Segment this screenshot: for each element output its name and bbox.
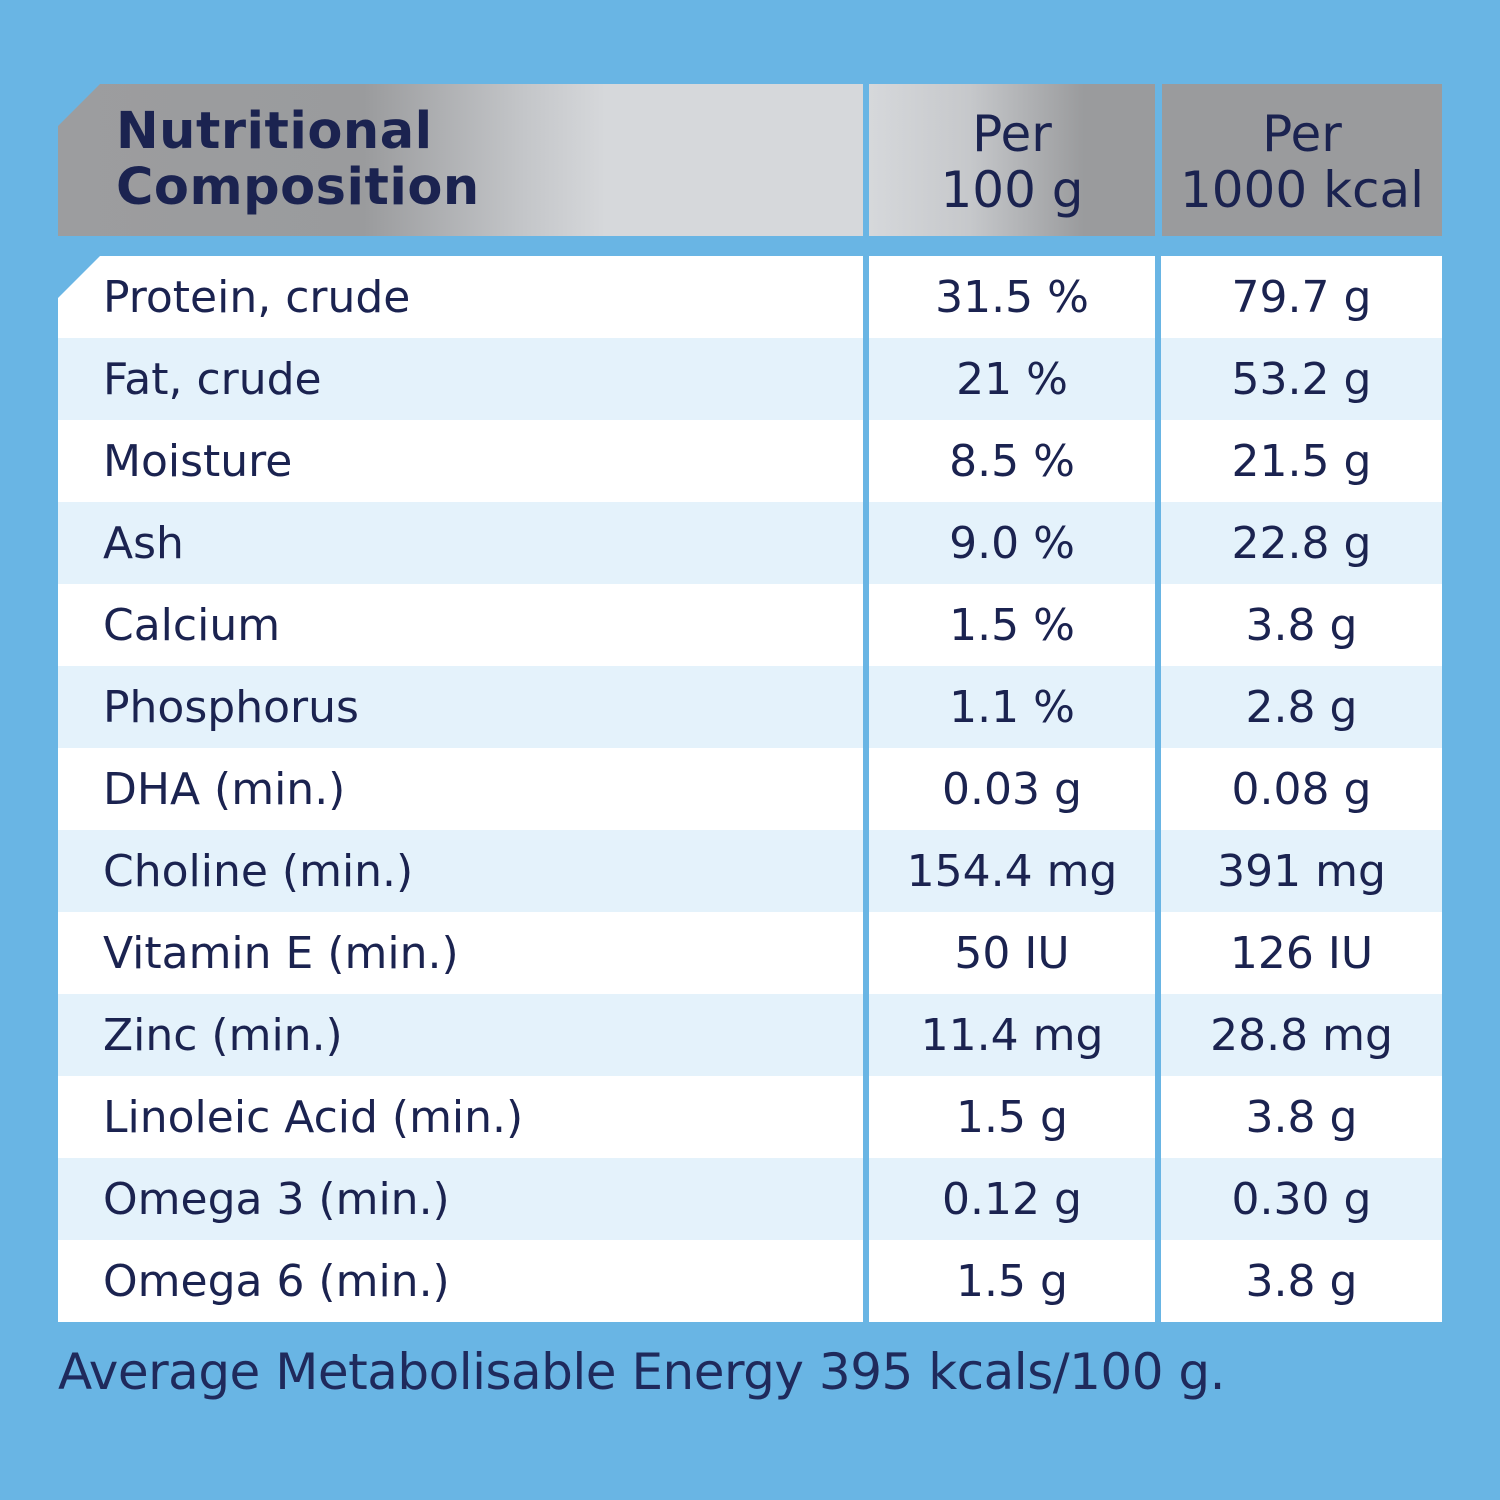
- nutrient-name: Zinc (min.): [58, 994, 863, 1076]
- nutrient-name: Linoleic Acid (min.): [58, 1076, 863, 1158]
- value-per-100g: 31.5 %: [869, 256, 1155, 338]
- value-per-100g: 1.1 %: [869, 666, 1155, 748]
- table-row: Omega 6 (min.) 1.5 g 3.8 g: [58, 1240, 1442, 1322]
- value-per-1000kcal: 3.8 g: [1161, 584, 1442, 666]
- value-per-1000kcal: 21.5 g: [1161, 420, 1442, 502]
- value-per-100g: 0.03 g: [869, 748, 1155, 830]
- col3-line-1: Per: [1262, 105, 1342, 163]
- table-row: Protein, crude 31.5 % 79.7 g: [58, 256, 1442, 338]
- table-row: Choline (min.) 154.4 mg 391 mg: [58, 830, 1442, 912]
- nutrient-name: DHA (min.): [58, 748, 863, 830]
- table-row: Calcium 1.5 % 3.8 g: [58, 584, 1442, 666]
- value-per-1000kcal: 28.8 mg: [1161, 994, 1442, 1076]
- table-row: Ash 9.0 % 22.8 g: [58, 502, 1442, 584]
- value-per-100g: 1.5 %: [869, 584, 1155, 666]
- col2-line-1: Per: [972, 105, 1052, 163]
- value-per-1000kcal: 3.8 g: [1161, 1240, 1442, 1322]
- col2-line-2: 100 g: [940, 161, 1084, 219]
- value-per-1000kcal: 3.8 g: [1161, 1076, 1442, 1158]
- value-per-100g: 21 %: [869, 338, 1155, 420]
- table-row: Zinc (min.) 11.4 mg 28.8 mg: [58, 994, 1442, 1076]
- nutrient-name: Protein, crude: [58, 256, 863, 338]
- value-per-100g: 50 IU: [869, 912, 1155, 994]
- nutrient-name: Omega 3 (min.): [58, 1158, 863, 1240]
- table-title: Nutritional Composition: [116, 104, 480, 216]
- value-per-1000kcal: 22.8 g: [1161, 502, 1442, 584]
- value-per-1000kcal: 0.08 g: [1161, 748, 1442, 830]
- header-per-100g: Per 100 g: [869, 84, 1155, 236]
- table-row: DHA (min.) 0.03 g 0.08 g: [58, 748, 1442, 830]
- value-per-100g: 1.5 g: [869, 1240, 1155, 1322]
- nutrition-table: Protein, crude 31.5 % 79.7 g Fat, crude 21 %…: [58, 256, 1442, 1322]
- nutrient-name: Omega 6 (min.): [58, 1240, 863, 1322]
- header-nutritional-composition: Nutritional Composition: [58, 84, 863, 236]
- header-per-1000kcal: Per 1000 kcal: [1162, 84, 1442, 236]
- table-row: Omega 3 (min.) 0.12 g 0.30 g: [58, 1158, 1442, 1240]
- table-row: Vitamin E (min.) 50 IU 126 IU: [58, 912, 1442, 994]
- nutrient-name: Vitamin E (min.): [58, 912, 863, 994]
- energy-footnote: Average Metabolisable Energy 395 kcals/1…: [58, 1343, 1226, 1401]
- table-row: Linoleic Acid (min.) 1.5 g 3.8 g: [58, 1076, 1442, 1158]
- value-per-100g: 8.5 %: [869, 420, 1155, 502]
- nutrient-name: Moisture: [58, 420, 863, 502]
- value-per-1000kcal: 79.7 g: [1161, 256, 1442, 338]
- value-per-100g: 1.5 g: [869, 1076, 1155, 1158]
- title-line-1: Nutritional: [116, 102, 433, 161]
- value-per-100g: 11.4 mg: [869, 994, 1155, 1076]
- value-per-100g: 0.12 g: [869, 1158, 1155, 1240]
- value-per-100g: 9.0 %: [869, 502, 1155, 584]
- nutrient-name: Choline (min.): [58, 830, 863, 912]
- table-row: Moisture 8.5 % 21.5 g: [58, 420, 1442, 502]
- col3-line-2: 1000 kcal: [1179, 161, 1425, 219]
- nutrient-name: Fat, crude: [58, 338, 863, 420]
- nutrient-name: Phosphorus: [58, 666, 863, 748]
- nutrient-name: Calcium: [58, 584, 863, 666]
- table-row: Fat, crude 21 % 53.2 g: [58, 338, 1442, 420]
- value-per-1000kcal: 391 mg: [1161, 830, 1442, 912]
- value-per-1000kcal: 2.8 g: [1161, 666, 1442, 748]
- value-per-1000kcal: 53.2 g: [1161, 338, 1442, 420]
- title-line-2: Composition: [116, 158, 480, 217]
- value-per-1000kcal: 126 IU: [1161, 912, 1442, 994]
- value-per-100g: 154.4 mg: [869, 830, 1155, 912]
- nutrient-name: Ash: [58, 502, 863, 584]
- value-per-1000kcal: 0.30 g: [1161, 1158, 1442, 1240]
- table-row: Phosphorus 1.1 % 2.8 g: [58, 666, 1442, 748]
